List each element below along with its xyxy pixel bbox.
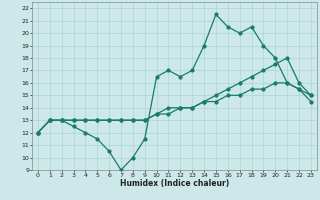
X-axis label: Humidex (Indice chaleur): Humidex (Indice chaleur) bbox=[120, 179, 229, 188]
